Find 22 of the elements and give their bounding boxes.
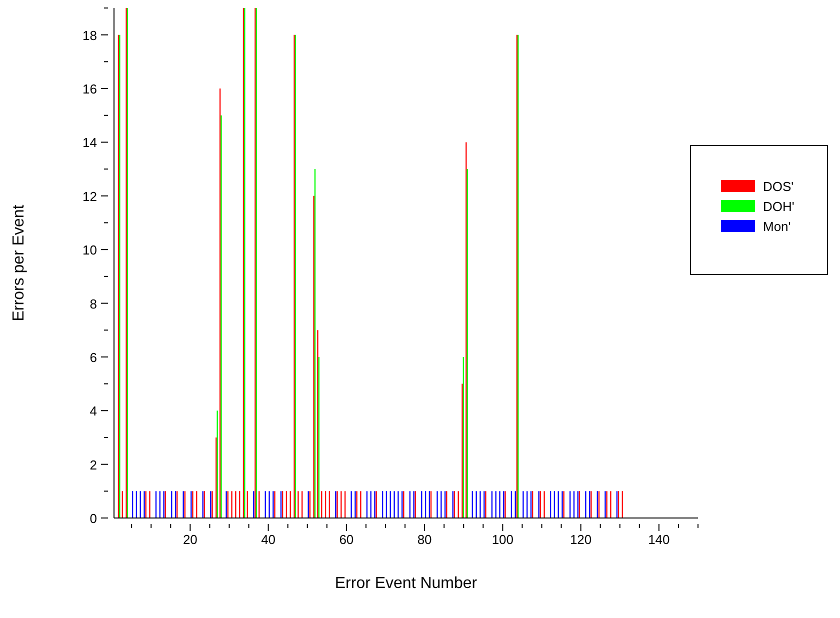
y-tick-label: 12 [82,188,97,204]
y-tick-label: 16 [82,82,97,97]
y-tick-label: 14 [82,135,97,150]
y-tick-label: 2 [90,457,97,472]
x-tick-label: 40 [261,532,276,547]
y-tick-label: 0 [90,511,97,526]
x-tick-label: 60 [339,532,354,547]
x-tick-label: 100 [492,532,514,547]
legend-label: DOH' [763,198,794,214]
y-tick-label: 6 [90,350,97,365]
x-tick-label: 20 [182,532,198,547]
x-tick-label: 120 [570,532,592,547]
legend-label: Mon' [763,218,791,234]
y-axis-title: Errors per Event [10,204,28,322]
x-axis-title: Error Event Number [334,575,478,592]
y-tick-label: 4 [90,404,97,419]
y-tick-label: 8 [90,296,97,312]
x-tick-label: 140 [648,532,670,547]
x-tick-label: 80 [417,532,432,547]
legend-label: DOS' [763,178,794,194]
y-tick-label: 18 [82,28,97,43]
y-tick-label: 10 [82,242,97,258]
